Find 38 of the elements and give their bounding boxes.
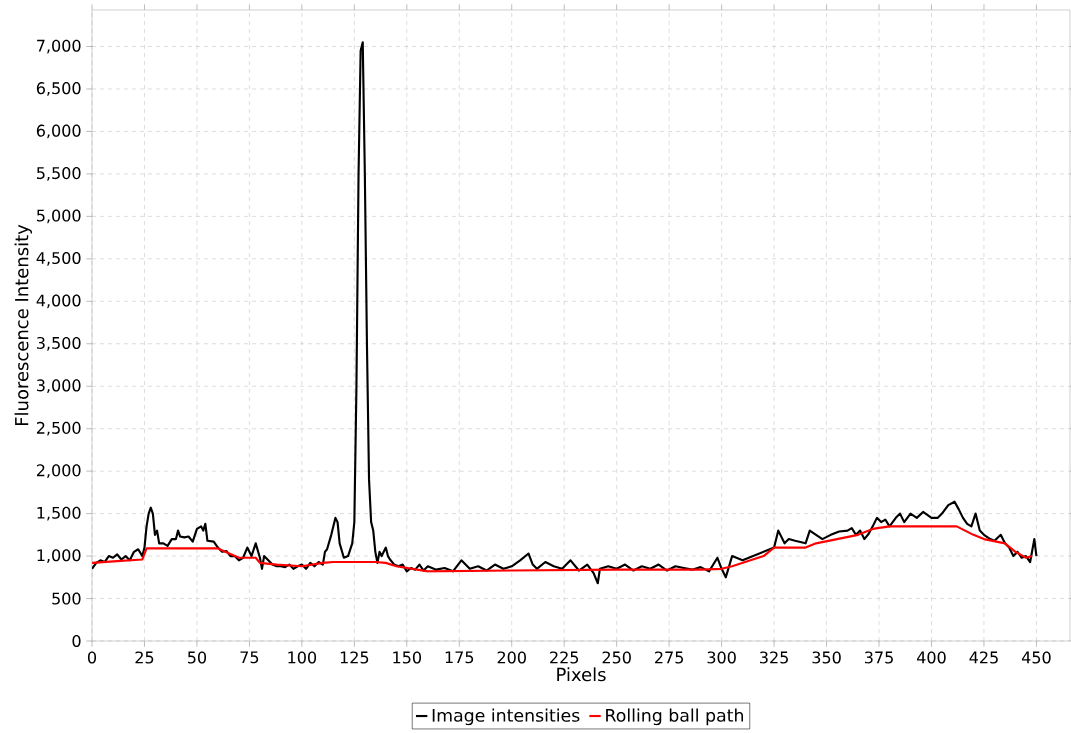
x-tick-label: 275 <box>655 651 684 664</box>
y-axis-title: Fluorescence Intensity <box>14 224 32 426</box>
x-tick-label: 150 <box>393 651 422 664</box>
legend-label: Rolling ball path <box>606 708 743 726</box>
y-tick-label: 4,500 <box>36 251 81 266</box>
x-tick-label: 50 <box>187 651 207 664</box>
x-tick-label: 425 <box>969 651 998 664</box>
y-tick-label: 0 <box>72 634 81 648</box>
y-tick-label: 500 <box>52 592 81 605</box>
x-tick-label: 175 <box>445 651 474 664</box>
y-tick-label: 2,000 <box>36 464 81 479</box>
y-tick-label: 3,000 <box>37 379 81 394</box>
legend-label: Image intensities <box>432 708 580 726</box>
x-tick-label: 350 <box>812 651 841 664</box>
x-tick-label: 200 <box>497 651 526 664</box>
x-tick-label: 0 <box>87 651 97 664</box>
y-tick-label: 3,500 <box>37 336 81 351</box>
y-tick-label: 5,000 <box>37 209 81 224</box>
y-tick-label: 1,000 <box>37 549 81 563</box>
y-tick-label: 6,000 <box>36 124 81 139</box>
y-tick-label: 7,000 <box>37 39 81 54</box>
x-tick-label: 75 <box>240 651 259 664</box>
y-tick-label: 2,500 <box>36 421 81 436</box>
x-tick-label: 125 <box>340 651 369 664</box>
x-tick-label: 250 <box>602 651 631 664</box>
x-tick-label: 325 <box>760 651 788 664</box>
x-tick-label: 225 <box>550 651 579 664</box>
x-tick-label: 450 <box>1021 651 1051 664</box>
y-tick-label: 5,500 <box>37 167 81 181</box>
y-tick-label: 6,500 <box>36 82 81 96</box>
x-tick-label: 25 <box>135 651 154 664</box>
x-tick-label: 100 <box>288 651 317 664</box>
y-tick-label: 1,500 <box>37 506 81 521</box>
x-tick-label: 300 <box>707 651 736 664</box>
y-tick-label: 4,000 <box>36 294 81 309</box>
x-tick-label: 400 <box>917 651 946 664</box>
x-tick-label: 375 <box>864 651 893 664</box>
x-axis-title: Pixels <box>557 667 606 682</box>
